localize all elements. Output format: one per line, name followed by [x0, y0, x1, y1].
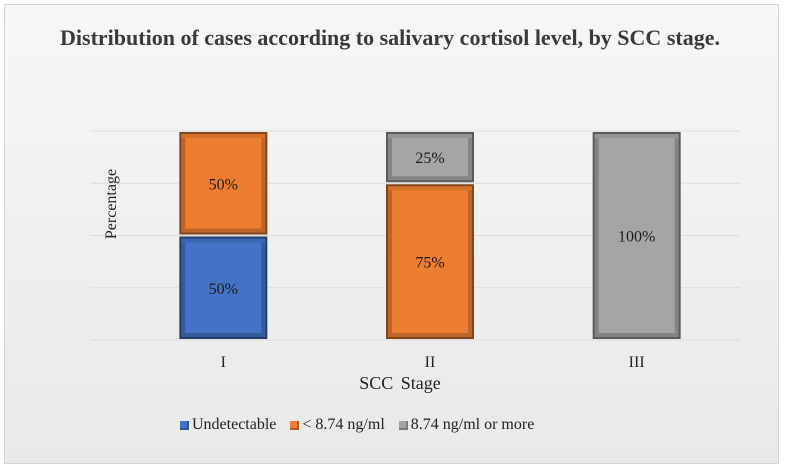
data-label-II-2: 25%: [415, 150, 444, 167]
legend-label-below-threshold: < 8.74 ng/ml: [302, 416, 385, 433]
legend-item-undetectable: Undetectable: [180, 416, 276, 434]
bar-segment-II-2: [386, 132, 474, 183]
bar-segment-II-1: [386, 184, 474, 339]
x-tick-label: I: [221, 354, 226, 371]
bar-segment-I-1: [179, 132, 268, 235]
data-label-III-2: 100%: [618, 229, 655, 246]
legend-swatch-above-threshold: [398, 420, 408, 430]
legend-swatch-undetectable: [180, 420, 189, 430]
legend: Undetectable < 8.74 ng/ml 8.74 ng/ml or …: [180, 412, 660, 438]
data-label-II-1: 75%: [415, 255, 444, 272]
legend-item-below-threshold: < 8.74 ng/ml: [290, 416, 385, 434]
data-label-I-0: 50%: [209, 281, 238, 298]
legend-label-undetectable: Undetectable: [192, 416, 277, 433]
x-axis-label: SCC Stage: [359, 373, 441, 393]
chart-title: Distribution of cases according to saliv…: [60, 25, 720, 50]
x-tick-label: II: [425, 354, 436, 371]
legend-item-above-threshold: 8.74 ng/ml or more: [398, 416, 535, 434]
data-label-I-1: 50%: [209, 176, 238, 193]
x-tick-label: III: [629, 354, 645, 371]
legend-swatch-below-threshold: [290, 420, 300, 430]
legend-label-above-threshold: 8.74 ng/ml or more: [410, 416, 535, 433]
bar-segment-III-2: [592, 132, 681, 339]
y-axis-label: Percentage: [103, 168, 120, 240]
bar-segment-I-0: [179, 236, 268, 339]
